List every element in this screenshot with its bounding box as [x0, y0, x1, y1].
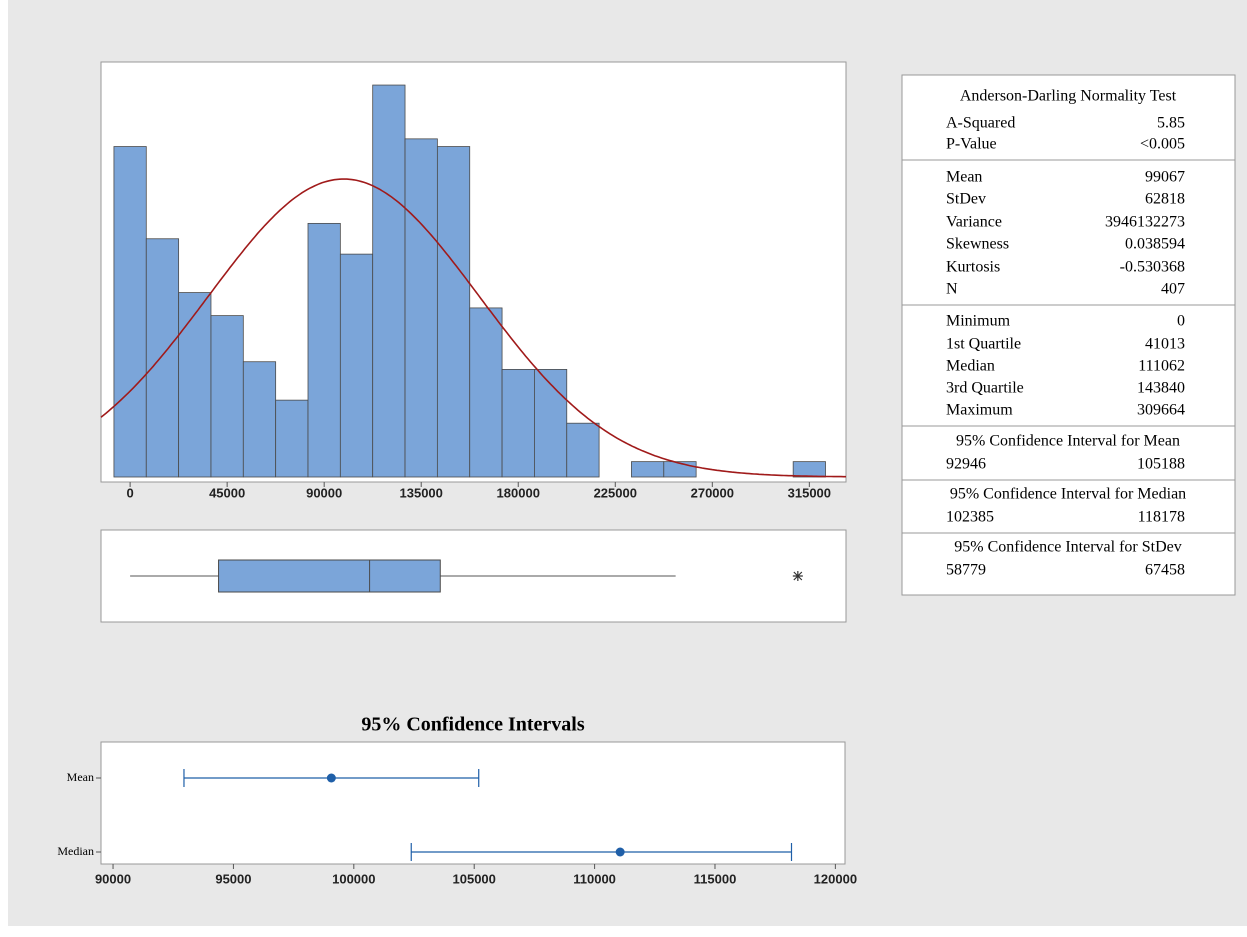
stat-label: Kurtosis — [946, 259, 1000, 276]
histogram-bar — [339, 253, 374, 478]
x-tick-label: 100000 — [332, 871, 375, 886]
stat-label: 3rd Quartile — [946, 380, 1024, 397]
outlier — [792, 571, 803, 581]
interval-low: 92946 — [946, 456, 986, 473]
histogram-bar — [501, 369, 535, 478]
stat-label: Mean — [946, 169, 982, 186]
x-tick-label: 135000 — [400, 485, 443, 500]
interval-heading: 95% Confidence Interval for Mean — [956, 433, 1180, 450]
stat-value: <0.005 — [1140, 136, 1185, 153]
stat-value: 99067 — [1145, 169, 1185, 186]
interval-point — [326, 773, 336, 783]
histogram-bar — [436, 146, 471, 478]
stat-value: 407 — [1161, 281, 1185, 298]
stat-value: 41013 — [1145, 336, 1185, 353]
normal-fit — [100, 178, 846, 478]
x-tick-label: 120000 — [814, 871, 857, 886]
stat-value: -0.530368 — [1120, 259, 1185, 276]
x-tick-label: 315000 — [788, 485, 831, 500]
interval-title: 95% Confidence Intervals — [361, 714, 585, 736]
stat-label: A-Squared — [946, 115, 1015, 132]
box — [218, 559, 441, 593]
stat-value: 143840 — [1137, 380, 1185, 397]
histogram-bar — [469, 307, 503, 478]
stat-label: Minimum — [946, 313, 1011, 330]
stat-value: 5.85 — [1157, 115, 1185, 132]
stats-panel — [901, 74, 1236, 596]
histogram-bar — [307, 222, 341, 478]
x-tick-label: 45000 — [209, 485, 245, 500]
histogram-bar — [242, 361, 277, 478]
category-label: Mean — [67, 770, 94, 784]
histogram-bar — [566, 422, 600, 478]
x-tick-label: 90000 — [306, 485, 342, 500]
stat-value: 111062 — [1138, 358, 1185, 375]
histogram-bar — [631, 461, 665, 478]
histogram-bar — [275, 399, 309, 478]
x-tick-label: 0 — [126, 485, 133, 500]
histogram-bar — [792, 461, 826, 478]
histogram-bar — [178, 292, 212, 478]
histogram-bar — [113, 146, 147, 478]
stat-value: 0.038594 — [1125, 236, 1185, 253]
interval-low: 58779 — [946, 562, 986, 579]
interval-heading: 95% Confidence Interval for Median — [950, 486, 1186, 503]
stat-value: 309664 — [1137, 402, 1185, 419]
x-tick-label: 105000 — [453, 871, 496, 886]
histogram-bar — [145, 238, 180, 478]
interval-high: 67458 — [1145, 562, 1185, 579]
interval-panel — [100, 741, 846, 865]
histogram-bar — [210, 315, 244, 478]
x-tick-label: 180000 — [497, 485, 540, 500]
stat-label: P-Value — [946, 136, 997, 153]
interval-heading: 95% Confidence Interval for StDev — [954, 539, 1181, 556]
x-tick-label: 115000 — [694, 871, 737, 886]
stat-label: StDev — [946, 191, 986, 208]
stat-value: 3946132273 — [1105, 214, 1185, 231]
x-tick-label: 225000 — [594, 485, 637, 500]
interval-high: 118178 — [1138, 509, 1185, 526]
stat-label: Maximum — [946, 402, 1013, 419]
stat-value: 62818 — [1145, 191, 1185, 208]
histogram-bar — [404, 138, 438, 478]
category-label: Median — [57, 844, 94, 858]
histogram-bar — [534, 369, 568, 478]
stat-label: 1st Quartile — [946, 336, 1021, 353]
stat-label: Variance — [946, 214, 1002, 231]
x-tick-label: 110000 — [573, 871, 616, 886]
interval-point — [615, 847, 625, 857]
stat-label: Skewness — [946, 236, 1009, 253]
stat-label: N — [946, 281, 958, 298]
x-tick-label: 90000 — [95, 871, 131, 886]
x-tick-label: 95000 — [215, 871, 251, 886]
stat-label: Median — [946, 358, 995, 375]
stat-value: 0 — [1177, 313, 1185, 330]
interval-high: 105188 — [1137, 456, 1185, 473]
histogram-bar — [372, 84, 406, 478]
stats-title: Anderson-Darling Normality Test — [960, 88, 1177, 105]
x-tick-label: 270000 — [691, 485, 734, 500]
interval-low: 102385 — [946, 509, 994, 526]
